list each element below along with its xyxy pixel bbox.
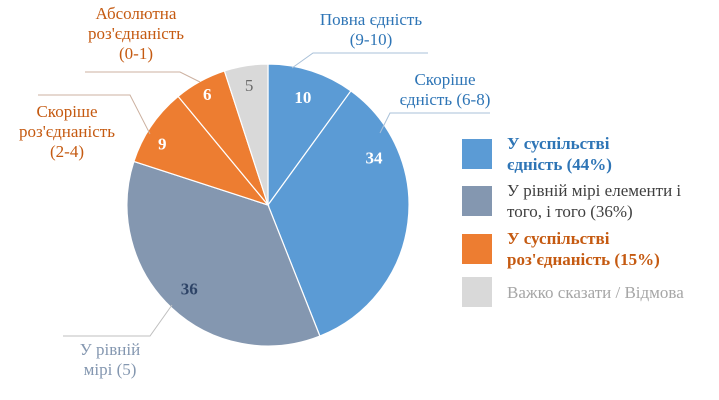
legend-item-equal: У рівній мірі елементи і того, і того (3… xyxy=(462,180,681,222)
legend-label-line: того, і того (36%) xyxy=(507,202,633,221)
legend-label-line: єдність (44%) xyxy=(507,155,612,174)
legend-label-line: роз'єднаність (15%) xyxy=(507,250,660,269)
pie-slice-value-label-4: 6 xyxy=(203,85,212,104)
callout-rather-disunity: Скоріше роз'єднаність (2-4) xyxy=(2,102,132,162)
callout-line: (2-4) xyxy=(50,142,84,161)
callout-full-unity: Повна єдність (9-10) xyxy=(296,10,446,50)
leader-line-full-unity xyxy=(291,52,428,69)
pie-slice-2 xyxy=(126,160,321,347)
legend-label: У суспільстві роз'єднаність (15%) xyxy=(507,228,660,270)
leader-line-rather-unity xyxy=(379,112,490,134)
leader-line-absolute-disunity xyxy=(85,71,201,83)
legend-label-line: У суспільстві xyxy=(507,229,610,248)
callout-line: роз'єднаність xyxy=(19,122,115,141)
legend-swatch-light-gray xyxy=(462,277,492,307)
leader-line-equal-measure xyxy=(63,304,173,337)
legend-label: У рівній мірі елементи і того, і того (3… xyxy=(507,180,681,222)
legend-label-line: У суспільстві xyxy=(507,134,610,153)
legend-label-line: Важко сказати / Відмова xyxy=(507,282,684,302)
pie-slice-1 xyxy=(267,90,410,337)
pie-slice-value-label-5: 5 xyxy=(245,76,254,95)
callout-line: Абсолютна xyxy=(95,4,177,23)
pie-slice-value-label-2: 36 xyxy=(181,279,198,298)
callout-line: Скоріше xyxy=(414,70,476,89)
legend-item-hard-to-say: Важко сказати / Відмова xyxy=(462,277,684,307)
pie-slice-value-label-0: 10 xyxy=(294,88,311,107)
callout-line: Скоріше xyxy=(36,102,98,121)
callout-line: Повна єдність xyxy=(319,10,423,29)
pie-slice-5 xyxy=(223,63,269,206)
pie-slice-value-label-1: 34 xyxy=(366,148,384,167)
pie-slice-value-labels: 10 34 36 9 6 5 xyxy=(158,76,383,298)
callout-line: У рівній xyxy=(79,340,141,359)
callout-line: єдність (6-8) xyxy=(399,90,491,109)
callout-rather-unity: Скоріше єдність (6-8) xyxy=(370,70,520,110)
callout-line: мірі (5) xyxy=(83,360,137,379)
legend-item-unity: У суспільстві єдність (44%) xyxy=(462,133,612,175)
callout-absolute-disunity: Абсолютна роз'єднаність (0-1) xyxy=(76,4,196,64)
pie-slice-0 xyxy=(267,63,352,207)
legend-item-disunity: У суспільстві роз'єднаність (15%) xyxy=(462,228,660,270)
leader-line-rather-disunity xyxy=(38,94,151,135)
legend-swatch-blue xyxy=(462,139,492,169)
callout-line: (0-1) xyxy=(119,44,153,63)
legend-label: Важко сказати / Відмова xyxy=(507,282,684,303)
callout-line: роз'єднаність xyxy=(88,24,184,43)
legend-swatch-orange xyxy=(462,234,492,264)
callout-equal-measure: У рівній мірі (5) xyxy=(50,340,170,380)
pie-slice-value-label-3: 9 xyxy=(158,135,167,154)
pie-slices xyxy=(126,63,410,347)
callout-line: (9-10) xyxy=(349,30,393,49)
leader-lines xyxy=(38,52,490,337)
pie-slice-3 xyxy=(133,95,270,207)
legend-label: У суспільстві єдність (44%) xyxy=(507,133,612,175)
legend-swatch-gray-blue xyxy=(462,186,492,216)
legend-label-line: У рівній мірі елементи і xyxy=(507,181,682,200)
